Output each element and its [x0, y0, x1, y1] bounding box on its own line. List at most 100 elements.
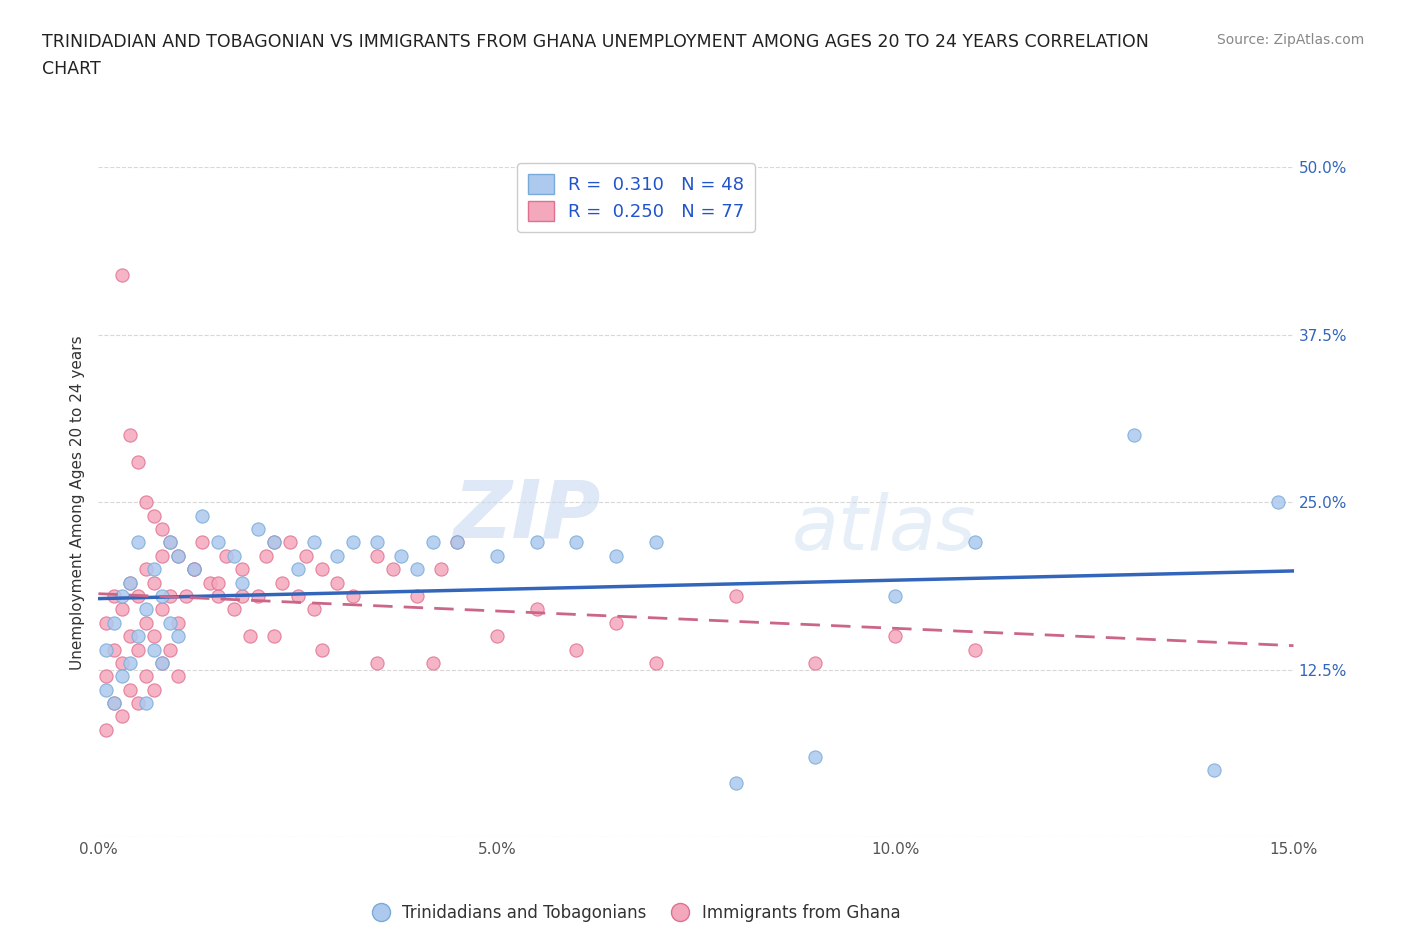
- Point: [326, 549, 349, 564]
- Point: [485, 549, 508, 564]
- Point: [422, 656, 444, 671]
- Point: [135, 669, 157, 684]
- Point: [150, 589, 173, 604]
- Point: [167, 549, 190, 564]
- Point: [430, 562, 453, 577]
- Point: [406, 562, 429, 577]
- Point: [406, 589, 429, 604]
- Point: [287, 589, 309, 604]
- Point: [150, 602, 173, 617]
- Point: [120, 656, 142, 671]
- Point: [270, 575, 292, 590]
- Point: [804, 750, 827, 764]
- Point: [366, 549, 388, 564]
- Point: [159, 535, 181, 550]
- Point: [143, 562, 166, 577]
- Point: [96, 669, 118, 684]
- Point: [167, 549, 190, 564]
- Point: [150, 656, 173, 671]
- Text: ZIP: ZIP: [453, 476, 600, 554]
- Point: [111, 602, 134, 617]
- Point: [302, 535, 325, 550]
- Legend: Trinidadians and Tobagonians, Immigrants from Ghana: Trinidadians and Tobagonians, Immigrants…: [373, 904, 900, 923]
- Point: [246, 522, 269, 537]
- Point: [127, 535, 149, 550]
- Point: [526, 535, 548, 550]
- Point: [222, 549, 245, 564]
- Point: [605, 549, 627, 564]
- Point: [183, 562, 205, 577]
- Point: [263, 535, 285, 550]
- Point: [135, 696, 157, 711]
- Point: [963, 535, 986, 550]
- Point: [111, 589, 134, 604]
- Point: [287, 562, 309, 577]
- Point: [645, 535, 668, 550]
- Point: [159, 589, 181, 604]
- Text: CHART: CHART: [42, 60, 101, 78]
- Point: [191, 508, 214, 523]
- Point: [111, 709, 134, 724]
- Point: [191, 535, 214, 550]
- Point: [382, 562, 405, 577]
- Point: [103, 642, 125, 657]
- Text: Source: ZipAtlas.com: Source: ZipAtlas.com: [1216, 33, 1364, 46]
- Point: [1202, 763, 1225, 777]
- Point: [565, 642, 588, 657]
- Point: [311, 562, 333, 577]
- Point: [239, 629, 262, 644]
- Point: [183, 562, 205, 577]
- Point: [135, 616, 157, 631]
- Point: [231, 562, 253, 577]
- Point: [143, 629, 166, 644]
- Point: [127, 642, 149, 657]
- Point: [526, 602, 548, 617]
- Point: [963, 642, 986, 657]
- Point: [207, 535, 229, 550]
- Point: [135, 562, 157, 577]
- Point: [103, 696, 125, 711]
- Point: [1123, 428, 1146, 443]
- Point: [96, 723, 118, 737]
- Point: [485, 629, 508, 644]
- Point: [724, 589, 747, 604]
- Point: [159, 642, 181, 657]
- Point: [389, 549, 412, 564]
- Point: [143, 642, 166, 657]
- Point: [207, 589, 229, 604]
- Text: atlas: atlas: [792, 492, 976, 566]
- Point: [231, 589, 253, 604]
- Point: [294, 549, 316, 564]
- Point: [565, 535, 588, 550]
- Point: [159, 535, 181, 550]
- Text: TRINIDADIAN AND TOBAGONIAN VS IMMIGRANTS FROM GHANA UNEMPLOYMENT AMONG AGES 20 T: TRINIDADIAN AND TOBAGONIAN VS IMMIGRANTS…: [42, 33, 1149, 50]
- Point: [645, 656, 668, 671]
- Point: [127, 455, 149, 470]
- Point: [804, 656, 827, 671]
- Point: [96, 616, 118, 631]
- Point: [159, 616, 181, 631]
- Point: [127, 696, 149, 711]
- Point: [127, 629, 149, 644]
- Point: [311, 642, 333, 657]
- Point: [111, 669, 134, 684]
- Point: [884, 589, 907, 604]
- Point: [884, 629, 907, 644]
- Point: [207, 575, 229, 590]
- Point: [120, 575, 142, 590]
- Point: [246, 589, 269, 604]
- Point: [183, 562, 205, 577]
- Point: [120, 629, 142, 644]
- Point: [342, 535, 364, 550]
- Point: [120, 575, 142, 590]
- Point: [150, 656, 173, 671]
- Point: [605, 616, 627, 631]
- Point: [231, 575, 253, 590]
- Point: [1267, 495, 1289, 510]
- Point: [120, 428, 142, 443]
- Point: [366, 535, 388, 550]
- Point: [263, 629, 285, 644]
- Point: [222, 602, 245, 617]
- Point: [135, 495, 157, 510]
- Point: [446, 535, 468, 550]
